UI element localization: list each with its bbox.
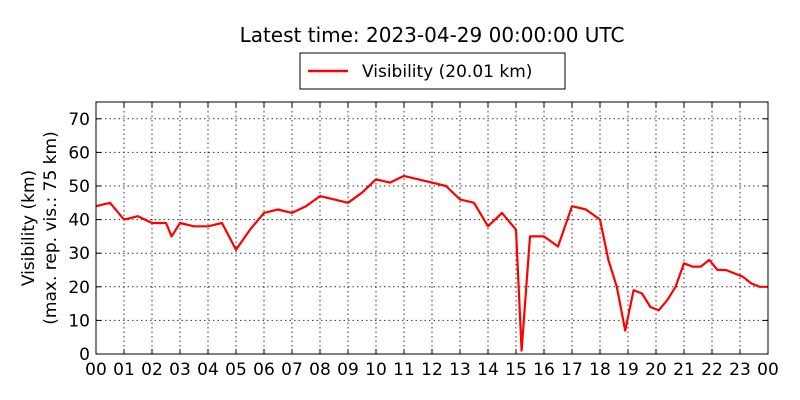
y-tick-label: 70 <box>68 110 90 130</box>
x-tick-label: 13 <box>449 360 471 380</box>
x-tick-label: 16 <box>533 360 555 380</box>
legend-label-visibility: Visibility (20.01 km) <box>362 62 532 82</box>
y-tick-label: 30 <box>68 244 90 264</box>
x-tick-label: 08 <box>309 360 331 380</box>
x-tick-label: 15 <box>505 360 527 380</box>
x-tick-label: 23 <box>729 360 751 380</box>
x-tick-label: 05 <box>225 360 247 380</box>
x-tick-label: 03 <box>169 360 191 380</box>
x-tick-label: 07 <box>281 360 303 380</box>
y-tick-label: 60 <box>68 143 90 163</box>
x-tick-label: 19 <box>617 360 639 380</box>
x-tick-label: 12 <box>421 360 443 380</box>
x-tick-label: 18 <box>589 360 611 380</box>
x-tick-label: 22 <box>701 360 723 380</box>
series-line-visibility <box>95 174 768 352</box>
y-axis-label-secondary: (max. rep. vis.: 75 km) <box>41 131 61 324</box>
x-tick-label: 17 <box>561 360 583 380</box>
x-tick-label: 04 <box>197 360 219 380</box>
x-tick-label: 00 <box>757 360 779 380</box>
x-tick-label: 01 <box>113 360 135 380</box>
legend: Visibility (20.01 km) <box>299 52 566 90</box>
x-tick-label: 02 <box>141 360 163 380</box>
chart-title: Latest time: 2023-04-29 00:00:00 UTC <box>240 23 625 47</box>
series-layer <box>95 174 768 352</box>
y-tick-label: 50 <box>68 177 90 197</box>
plot-area-frame <box>95 101 769 355</box>
grid <box>96 102 768 354</box>
y-tick-label: 20 <box>68 278 90 298</box>
axis-ticks: 00 01 02 03 04 05 06 07 08 09 10 11 12 13 14 15 16 17 18 19… <box>68 102 779 380</box>
x-tick-label: 11 <box>393 360 415 380</box>
x-tick-label: 10 <box>365 360 387 380</box>
y-tick-label: 40 <box>68 211 90 231</box>
x-tick-label: 21 <box>673 360 695 380</box>
x-tick-label: 09 <box>337 360 359 380</box>
x-tick-label: 14 <box>477 360 499 380</box>
x-tick-label: 06 <box>253 360 275 380</box>
y-tick-label: 0 <box>79 345 90 365</box>
x-tick-label: 00 <box>85 360 107 380</box>
x-tick-label: 20 <box>645 360 667 380</box>
y-tick-label: 10 <box>68 311 90 331</box>
y-axis-label: Visibility (km) <box>19 170 39 286</box>
